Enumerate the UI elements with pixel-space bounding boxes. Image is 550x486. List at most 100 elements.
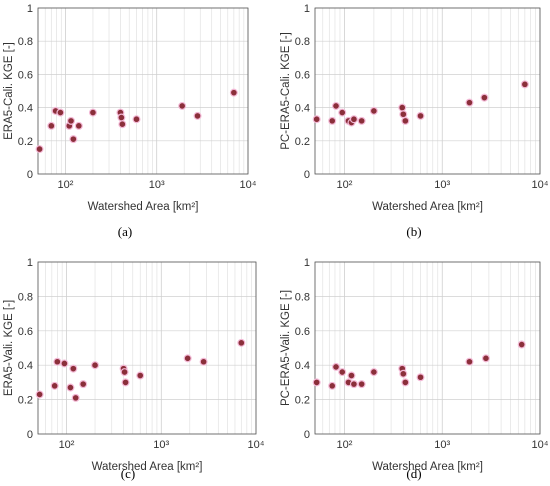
data-point xyxy=(56,108,65,117)
data-point xyxy=(67,116,76,125)
data-point xyxy=(357,380,366,389)
x-tick-label: 10³ xyxy=(434,179,450,191)
data-point xyxy=(178,101,187,110)
plot-area xyxy=(38,8,248,174)
data-point xyxy=(47,121,56,130)
data-point xyxy=(332,362,341,371)
data-point xyxy=(481,354,490,363)
x-axis-title: Watershed Area [km²] xyxy=(372,461,483,473)
y-tick-label: 1 xyxy=(304,257,310,269)
x-tick-label: 10² xyxy=(59,439,75,451)
panel-label: (c) xyxy=(121,466,135,481)
data-point xyxy=(132,115,141,124)
x-axis-title: Watershed Area [km²] xyxy=(88,201,199,213)
y-tick-label: 0 xyxy=(304,429,310,441)
y-tick-label: 0 xyxy=(27,429,33,441)
y-tick-label: 0.2 xyxy=(295,395,310,407)
data-point xyxy=(183,354,192,363)
y-tick-label: 0.4 xyxy=(18,103,33,115)
x-axis-title: Watershed Area [km²] xyxy=(92,461,203,473)
data-point xyxy=(88,108,97,117)
data-point xyxy=(349,115,358,124)
data-point xyxy=(369,106,378,115)
x-tick-label: 10³ xyxy=(153,439,169,451)
data-point xyxy=(338,368,347,377)
data-point xyxy=(328,116,337,125)
y-tick-label: 1 xyxy=(27,257,33,269)
y-tick-label: 0.8 xyxy=(295,291,310,303)
panel-c: 0 0.2 0.4 0.6 0.8 1 10² 10³ 10⁴ Watershed Area [k… xyxy=(3,257,265,481)
data-point xyxy=(416,373,425,382)
x-tick-label: 10⁴ xyxy=(248,439,265,451)
data-point xyxy=(91,361,100,370)
y-tick-label: 0.6 xyxy=(295,326,310,338)
y-tick-label: 0.4 xyxy=(18,360,33,372)
data-point xyxy=(193,111,202,120)
data-point xyxy=(79,380,88,389)
x-tick-label: 10⁴ xyxy=(240,179,257,191)
axes-frame xyxy=(37,261,257,435)
x-tick-label: 10³ xyxy=(149,179,165,191)
x-tick-label: 10⁴ xyxy=(532,179,549,191)
data-point xyxy=(60,359,69,368)
panel-a: 0 0.2 0.4 0.6 0.8 1 10² 10³ 10⁴ Watershed Area [k… xyxy=(3,3,257,239)
data-point xyxy=(357,116,366,125)
y-axis-title: ERA5-Cali. KGE [-] xyxy=(3,42,15,140)
axes-frame xyxy=(314,7,541,175)
y-tick-label: 0.2 xyxy=(295,136,310,148)
data-point xyxy=(517,340,526,349)
panel-b: 0 0.2 0.4 0.6 0.8 1 10² 10³ 10⁴ Watershed Area [k… xyxy=(280,3,549,239)
axes-frame xyxy=(314,261,541,435)
data-point xyxy=(480,93,489,102)
data-point xyxy=(53,357,62,366)
data-point xyxy=(237,338,246,347)
y-tick-label: 0.8 xyxy=(295,36,310,48)
y-tick-label: 0.6 xyxy=(18,326,33,338)
x-tick-label: 10³ xyxy=(434,439,450,451)
data-point xyxy=(401,116,410,125)
y-tick-label: 0 xyxy=(304,169,310,181)
data-point xyxy=(199,357,208,366)
data-point xyxy=(69,135,78,144)
panel-label: (b) xyxy=(406,224,421,239)
x-axis-title: Watershed Area [km²] xyxy=(372,201,483,213)
data-point xyxy=(332,101,341,110)
y-tick-label: 0.8 xyxy=(18,291,33,303)
plot-area xyxy=(38,262,256,434)
panel-label: (d) xyxy=(406,466,421,481)
data-point xyxy=(347,371,356,380)
y-tick-label: 0 xyxy=(27,169,33,181)
y-tick-label: 0.2 xyxy=(18,395,33,407)
data-point xyxy=(136,371,145,380)
data-point xyxy=(416,111,425,120)
y-tick-label: 0.8 xyxy=(18,36,33,48)
y-axis-title: ERA5-Vali. KGE [-] xyxy=(3,300,15,396)
y-tick-label: 0.4 xyxy=(295,103,310,115)
data-point xyxy=(118,120,127,129)
data-point xyxy=(328,381,337,390)
panel-d: 0 0.2 0.4 0.6 0.8 1 10² 10³ 10⁴ Watershed Area [k… xyxy=(280,257,549,481)
data-point xyxy=(229,88,238,97)
data-point xyxy=(121,378,130,387)
data-point xyxy=(520,80,529,89)
x-tick-label: 10² xyxy=(58,179,74,191)
data-point xyxy=(120,368,129,377)
plot-area xyxy=(315,262,540,434)
data-point xyxy=(369,368,378,377)
data-point xyxy=(399,110,408,119)
data-point xyxy=(338,108,347,117)
data-point xyxy=(401,378,410,387)
y-tick-label: 0.6 xyxy=(18,69,33,81)
data-point xyxy=(69,364,78,373)
y-axis-title: PC-ERA5-Vali. KGE [-] xyxy=(280,290,292,406)
y-tick-label: 0.6 xyxy=(295,69,310,81)
axes-frame xyxy=(37,7,249,175)
y-tick-label: 0.2 xyxy=(18,136,33,148)
plot-area xyxy=(315,8,540,174)
data-point xyxy=(312,115,321,124)
data-point xyxy=(50,381,59,390)
data-point xyxy=(35,145,44,154)
data-point xyxy=(35,390,44,399)
x-tick-label: 10⁴ xyxy=(532,439,549,451)
